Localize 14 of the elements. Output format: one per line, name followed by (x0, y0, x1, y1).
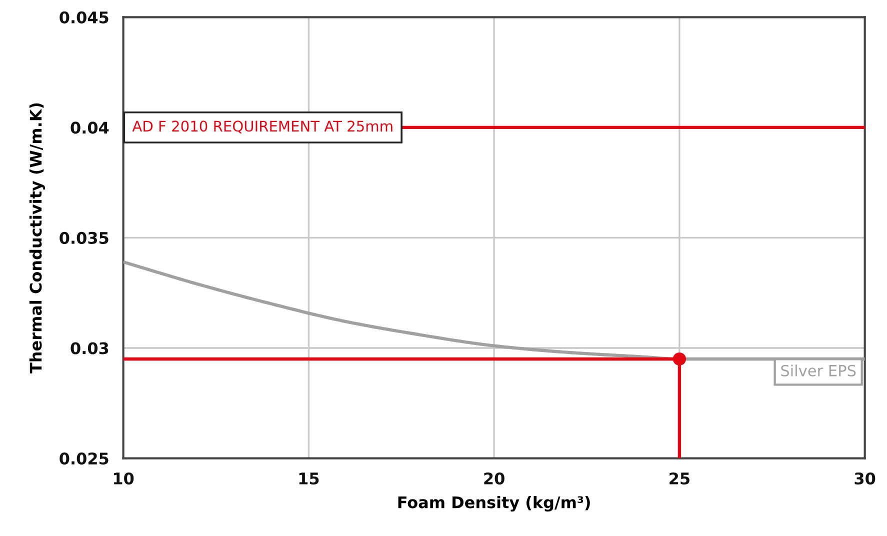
y-tick-label: 0.04 (70, 122, 109, 134)
series-label: Silver EPS (781, 364, 856, 376)
ref-line-label: AD F 2010 REQUIREMENT AT 25mm (132, 120, 392, 134)
x-tick-label: 25 (670, 472, 690, 485)
x-tick-label: 30 (854, 472, 876, 485)
y-tick-label: 0.025 (60, 452, 108, 465)
x-axis-title: Foam Density (kg/m³) (398, 496, 590, 512)
x-tick-label: 10 (114, 472, 134, 485)
y-axis-title: Thermal Conductivity (W/m.K) (29, 103, 45, 374)
x-tick-label: 15 (299, 472, 319, 485)
y-tick-label: 0.045 (60, 11, 108, 24)
y-tick-label: 0.035 (60, 232, 108, 244)
x-tick-label: 20 (484, 472, 504, 485)
y-tick-label: 0.03 (70, 342, 108, 354)
